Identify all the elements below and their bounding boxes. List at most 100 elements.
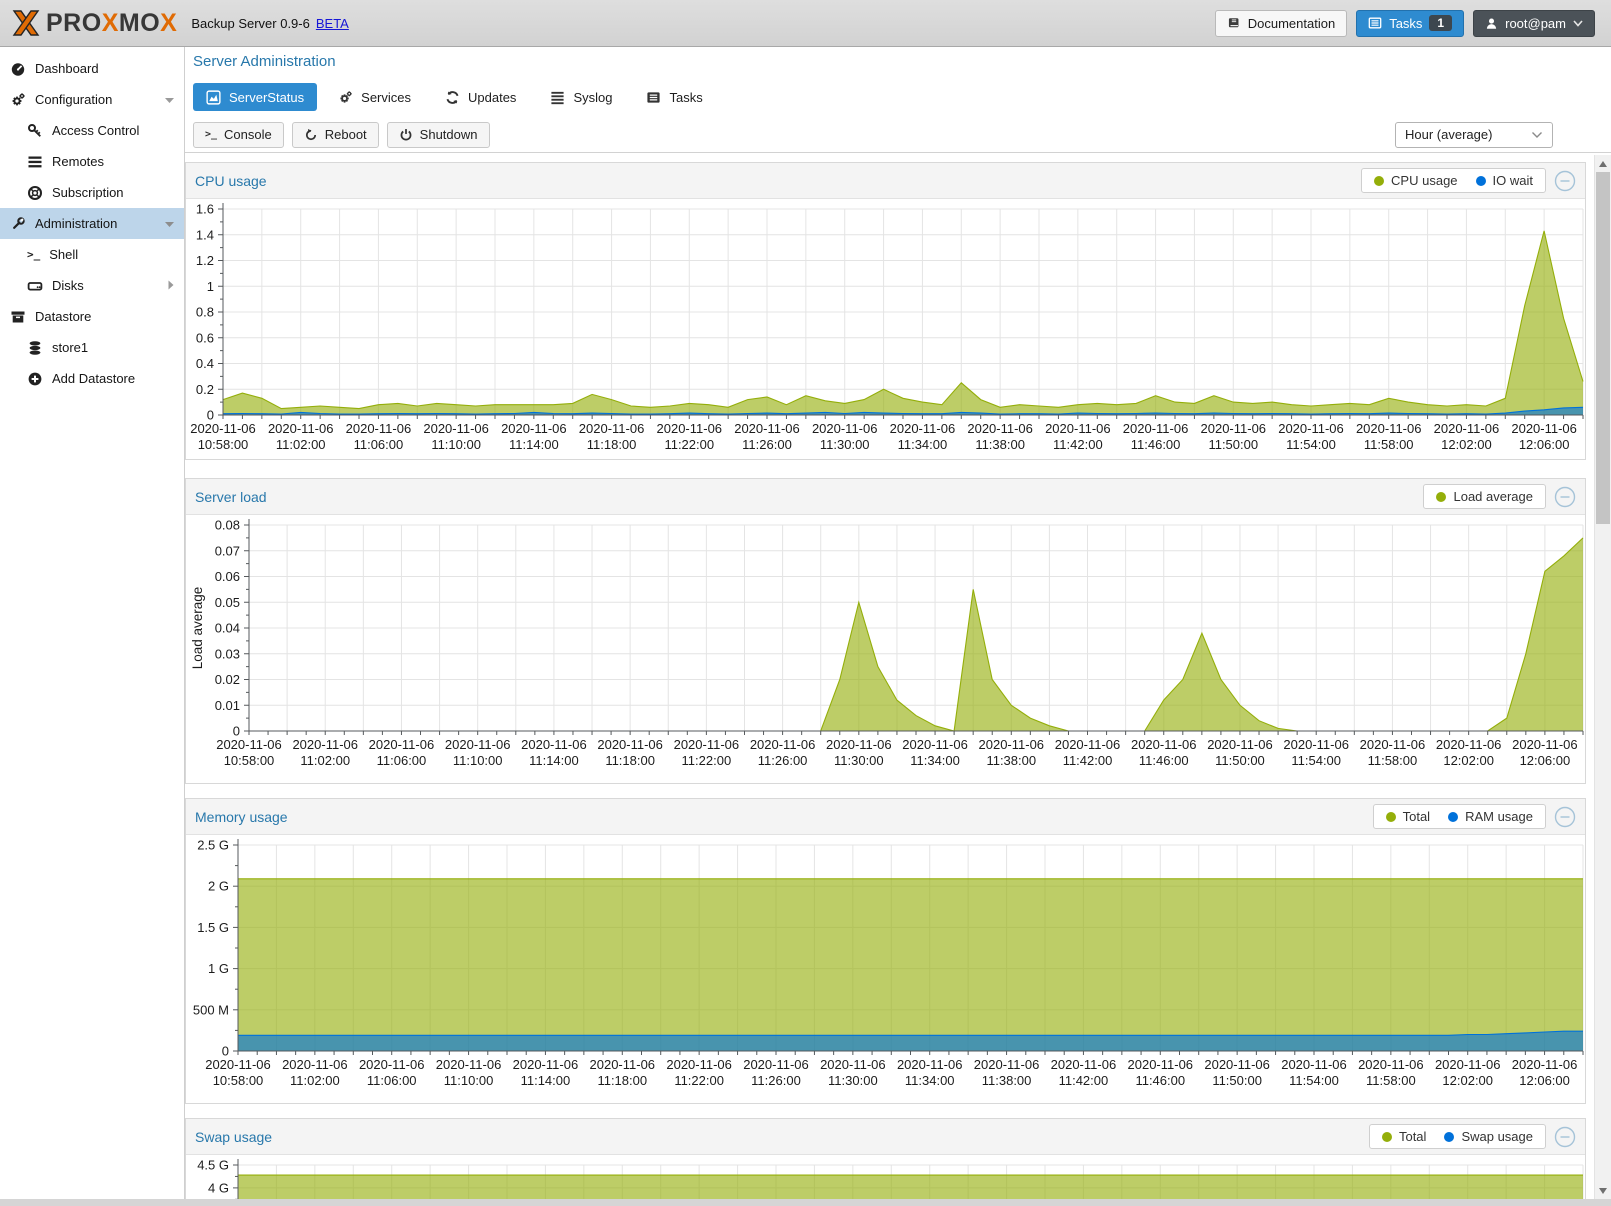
legend-entry[interactable]: RAM usage <box>1448 809 1533 824</box>
tab-serverstatus[interactable]: ServerStatus <box>193 83 318 111</box>
svg-text:2.5 G: 2.5 G <box>197 838 229 853</box>
top-header-bar: PROXMOX Backup Server 0.9-6 BETA Documen… <box>0 0 1611 47</box>
sidebar-item-administration[interactable]: Administration <box>0 208 184 239</box>
minus-circle-icon <box>1554 1126 1576 1147</box>
svg-text:0.2: 0.2 <box>196 382 214 397</box>
svg-text:11:58:00: 11:58:00 <box>1368 753 1418 768</box>
legend-dot <box>1475 175 1486 186</box>
sidebar-item-dashboard[interactable]: Dashboard <box>0 53 184 84</box>
sidebar-item-subscription[interactable]: Subscription <box>0 177 184 208</box>
svg-text:11:14:00: 11:14:00 <box>529 753 579 768</box>
server-load-panel: Server load Load average 0 0.01 0.02 0.03 0.… <box>185 478 1586 784</box>
svg-text:2020-11-06: 2020-11-06 <box>674 737 740 752</box>
collapse-panel-button[interactable] <box>1554 1126 1576 1148</box>
legend-label: Load average <box>1453 489 1533 504</box>
beta-link[interactable]: BETA <box>315 15 349 31</box>
scroll-up-button[interactable] <box>1595 155 1611 172</box>
sidebar-item-store1[interactable]: store1 <box>0 332 184 363</box>
svg-text:12:02:00: 12:02:00 <box>1442 1073 1493 1088</box>
collapse-arrow-icon[interactable] <box>164 216 175 231</box>
legend-entry[interactable]: CPU usage <box>1374 173 1458 188</box>
svg-text:11:02:00: 11:02:00 <box>276 437 326 452</box>
product-version-label: Backup Server 0.9-6 <box>191 15 310 31</box>
svg-text:500 M: 500 M <box>193 1002 229 1017</box>
collapse-panel-button[interactable] <box>1554 170 1576 192</box>
console-button[interactable]: >_ Console <box>193 121 284 148</box>
legend-entry[interactable]: IO wait <box>1475 173 1533 188</box>
sidebar-item-add-datastore[interactable]: Add Datastore <box>0 363 184 394</box>
documentation-button[interactable]: Documentation <box>1214 9 1348 37</box>
timeframe-select[interactable]: Hour (average) <box>1395 121 1553 148</box>
svg-text:11:06:00: 11:06:00 <box>354 437 404 452</box>
navigation-sidebar: Dashboard Configuration <box>0 47 185 1199</box>
svg-text:11:42:00: 11:42:00 <box>1059 1073 1109 1088</box>
svg-text:0: 0 <box>233 724 240 739</box>
svg-text:12:02:00: 12:02:00 <box>1443 753 1494 768</box>
legend-dot <box>1444 1131 1455 1142</box>
scroll-down-button[interactable] <box>1595 1182 1611 1199</box>
svg-text:2020-11-06: 2020-11-06 <box>423 421 489 436</box>
dashboard-icon <box>11 62 25 76</box>
sidebar-item-remotes[interactable]: Remotes <box>0 146 184 177</box>
server-load-panel-header: Server load Load average <box>186 479 1585 515</box>
collapse-panel-button[interactable] <box>1554 806 1576 828</box>
tab-updates[interactable]: Updates <box>432 83 529 111</box>
expand-arrow-icon[interactable] <box>167 278 175 293</box>
vertical-scrollbar[interactable] <box>1594 155 1611 1199</box>
collapse-arrow-icon[interactable] <box>164 92 175 107</box>
svg-text:2020-11-06: 2020-11-06 <box>1051 1057 1117 1072</box>
memory-usage-legend: Total RAM usage <box>1372 804 1546 829</box>
svg-text:1: 1 <box>207 279 214 294</box>
book-icon <box>1228 18 1239 28</box>
scrollbar-thumb[interactable] <box>1596 172 1610 524</box>
sidebar-item-configuration[interactable]: Configuration <box>0 84 184 115</box>
user-menu-button[interactable]: root@pam <box>1473 9 1595 37</box>
hdd-icon <box>27 281 43 290</box>
legend-dot <box>1374 175 1385 186</box>
sidebar-item-disks[interactable]: Disks <box>0 270 184 301</box>
svg-text:0.4: 0.4 <box>196 356 214 371</box>
chevron-down-icon <box>1573 19 1583 27</box>
svg-text:0.02: 0.02 <box>215 672 240 687</box>
svg-text:2020-11-06: 2020-11-06 <box>734 421 800 436</box>
tab-bar: ServerStatus Services Up <box>193 83 716 111</box>
plus-circle-icon <box>28 372 42 385</box>
shutdown-button[interactable]: Shutdown <box>386 121 490 148</box>
sidebar-item-shell[interactable]: >_ Shell <box>27 247 79 262</box>
cpu-usage-legend: CPU usage IO wait <box>1361 168 1546 193</box>
area-chart-icon <box>206 89 221 105</box>
minus-circle-icon <box>1554 486 1576 507</box>
svg-text:11:02:00: 11:02:00 <box>290 1073 340 1088</box>
svg-text:11:54:00: 11:54:00 <box>1286 437 1336 452</box>
sidebar-item-datastore[interactable]: Datastore <box>0 301 184 332</box>
svg-text:11:14:00: 11:14:00 <box>521 1073 571 1088</box>
legend-entry[interactable]: Swap usage <box>1444 1129 1533 1144</box>
tab-services[interactable]: Services <box>325 83 424 111</box>
legend-entry[interactable]: Total <box>1381 1129 1426 1144</box>
svg-text:2020-11-06: 2020-11-06 <box>979 737 1045 752</box>
reboot-button[interactable]: Reboot <box>291 121 379 148</box>
collapse-panel-button[interactable] <box>1554 486 1576 508</box>
svg-text:2020-11-06: 2020-11-06 <box>743 1057 809 1072</box>
tab-tasks[interactable]: Tasks <box>633 83 715 111</box>
gears-icon <box>12 92 25 105</box>
svg-text:0.04: 0.04 <box>215 621 240 636</box>
svg-text:11:42:00: 11:42:00 <box>1063 753 1113 768</box>
tab-syslog[interactable]: Syslog <box>537 83 625 111</box>
svg-text:11:06:00: 11:06:00 <box>377 753 427 768</box>
svg-text:11:02:00: 11:02:00 <box>300 753 350 768</box>
svg-text:10:58:00: 10:58:00 <box>213 1073 264 1088</box>
minus-circle-icon <box>1554 170 1576 191</box>
tasks-button[interactable]: Tasks 1 <box>1356 9 1465 37</box>
legend-entry[interactable]: Total <box>1385 809 1430 824</box>
svg-text:2020-11-06: 2020-11-06 <box>1360 737 1426 752</box>
panel-title: Server load <box>195 488 267 505</box>
sidebar-item-access-control[interactable]: Access Control <box>0 115 184 146</box>
svg-text:2020-11-06: 2020-11-06 <box>521 737 587 752</box>
triangle-down-icon <box>1599 1187 1607 1194</box>
window-bottom-edge <box>0 1199 1611 1206</box>
legend-entry[interactable]: Load average <box>1436 489 1533 504</box>
proxmox-x-icon <box>12 10 40 36</box>
svg-text:2020-11-06: 2020-11-06 <box>1436 737 1502 752</box>
